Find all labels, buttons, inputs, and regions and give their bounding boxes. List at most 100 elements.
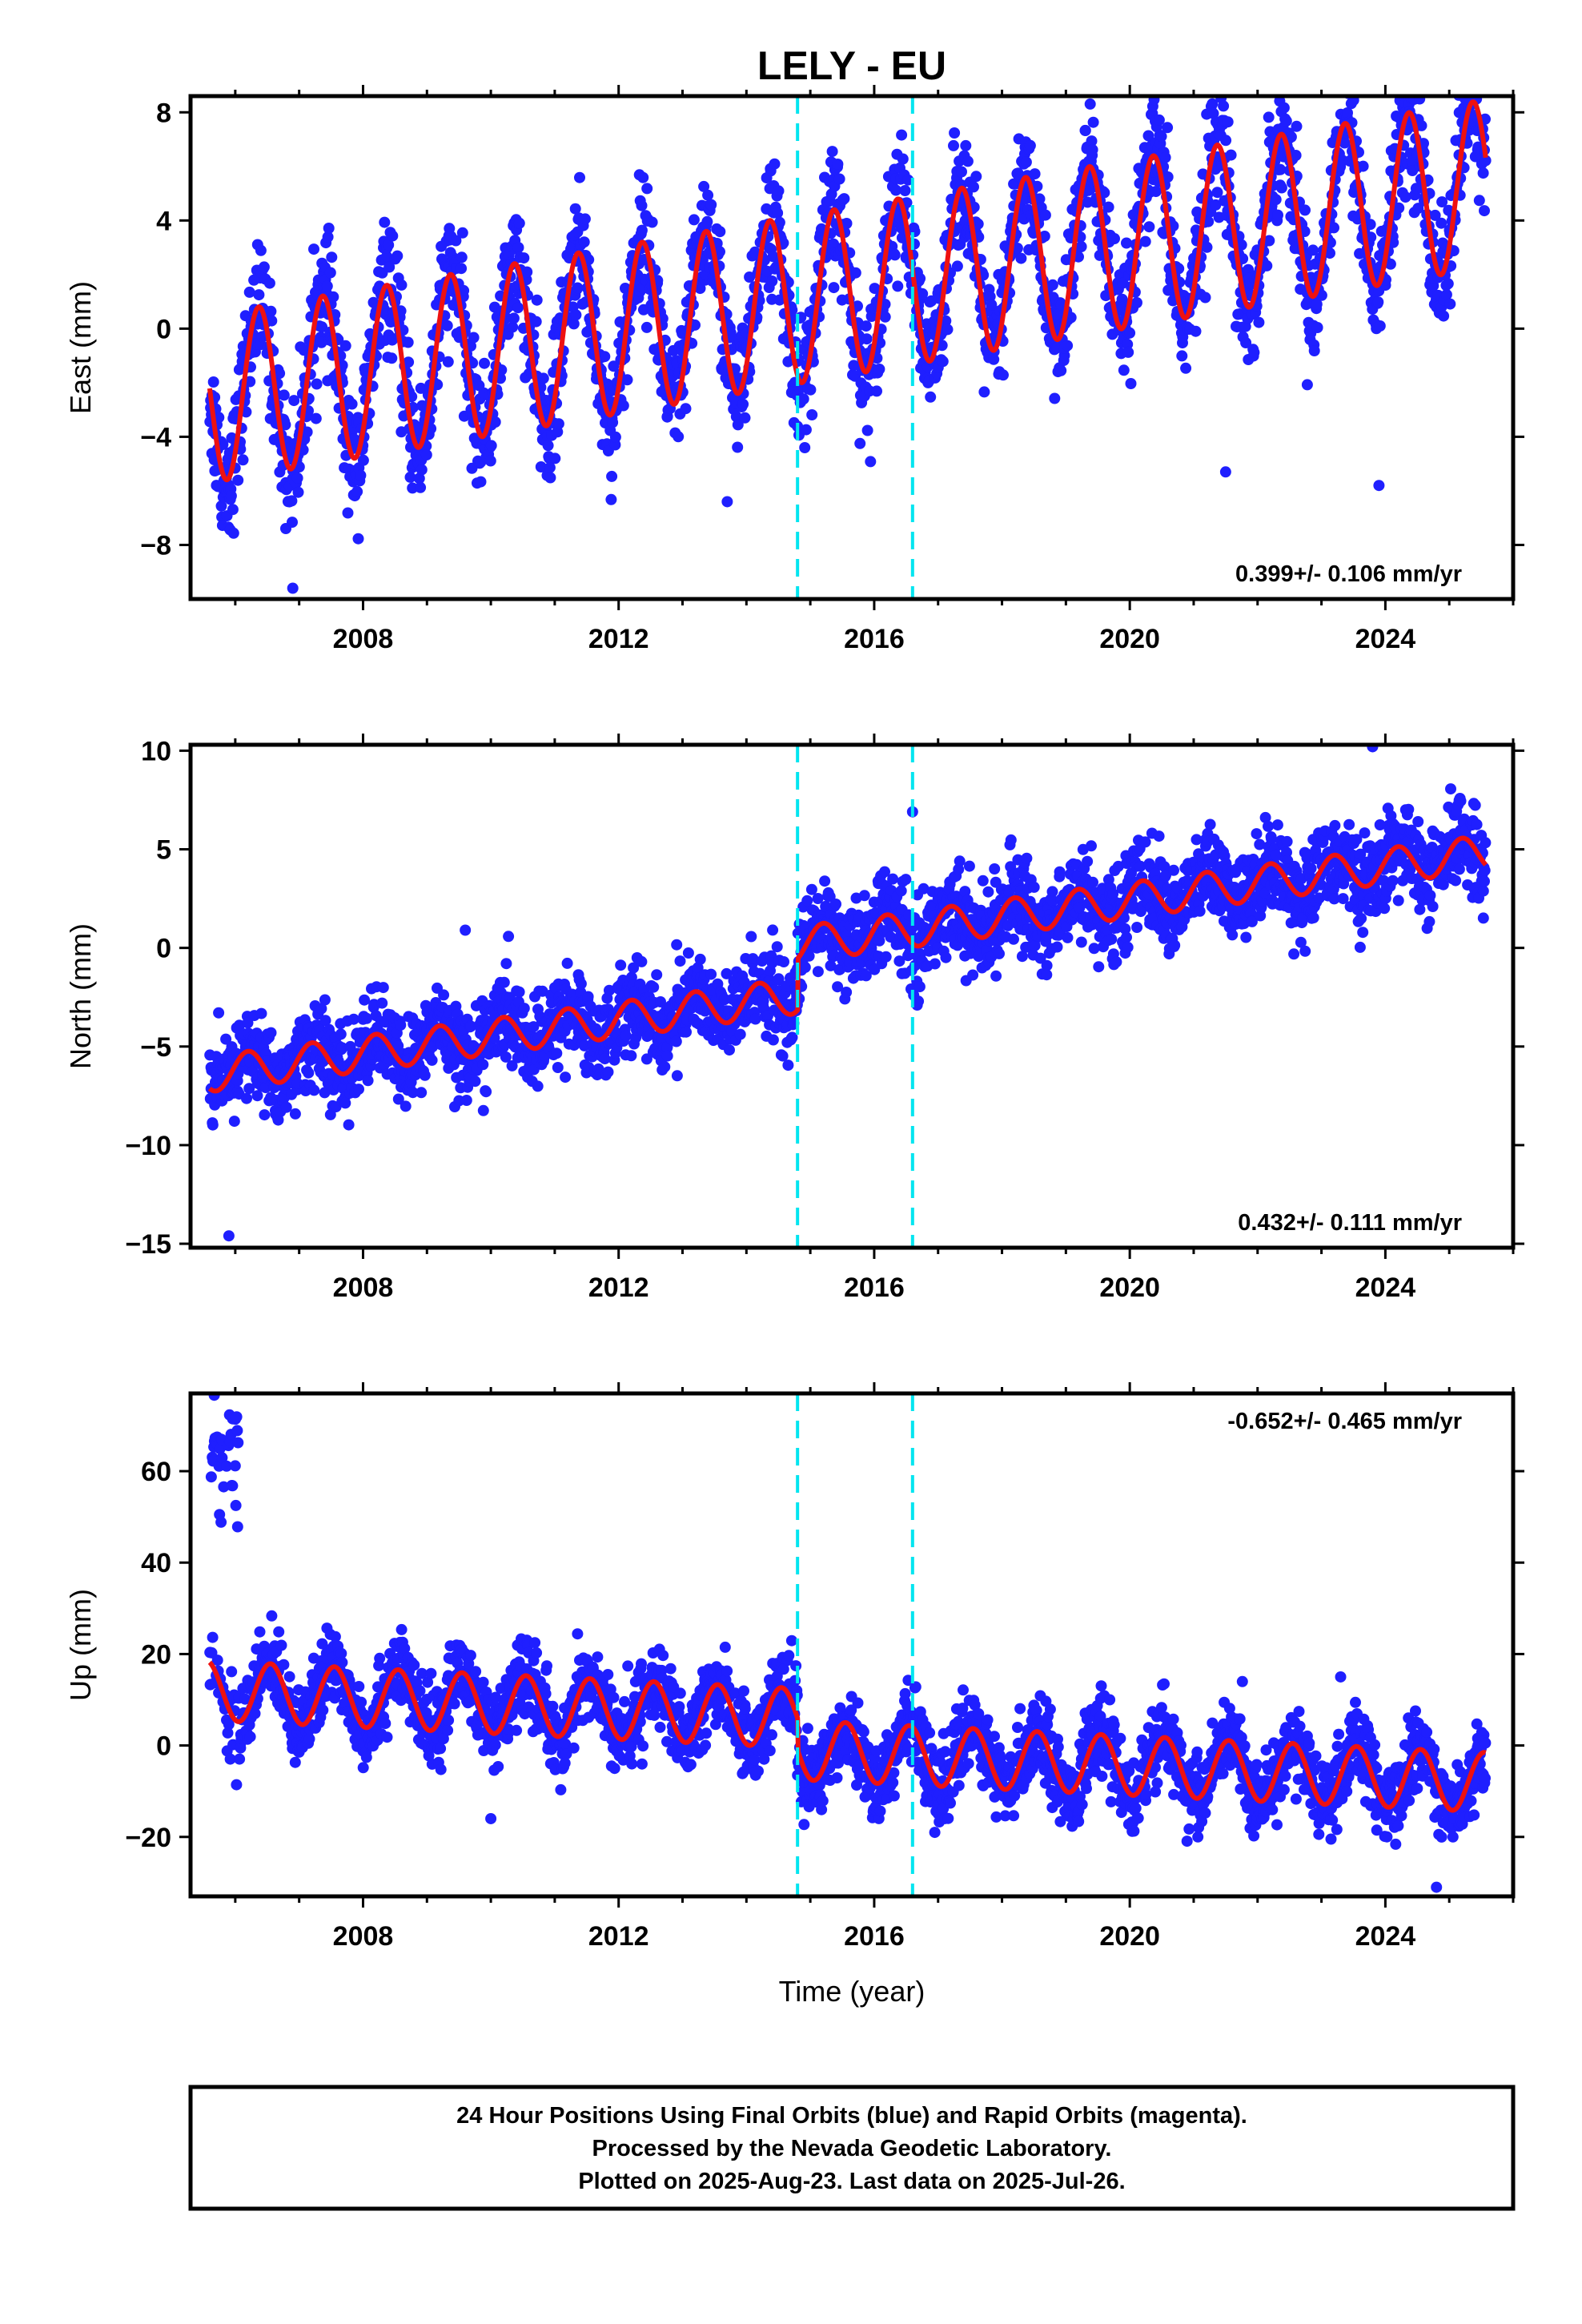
data-point [766,275,778,287]
data-point [1201,241,1213,253]
data-point [1275,182,1287,194]
data-point [940,315,952,327]
data-point [745,931,757,943]
data-point [352,533,364,545]
outlier-point [721,496,733,508]
data-point [228,1116,240,1128]
data-point [1347,96,1359,107]
data-point [1169,939,1181,951]
data-point [339,340,351,352]
data-point [688,214,700,226]
data-point [1051,941,1063,953]
data-point [1407,62,1419,74]
data-point [310,412,322,424]
data-point [1087,116,1099,128]
data-point [865,456,877,468]
data-point [1203,215,1215,227]
data-point [1311,322,1323,333]
data-point [1020,156,1032,168]
data-point [833,173,845,185]
data-point [602,1066,614,1078]
data-point [572,282,584,294]
data-point [956,166,967,178]
data-point [1038,231,1050,242]
data-point [279,419,291,431]
data-point [1333,55,1344,66]
data-point [860,320,872,332]
data-point [1065,312,1077,324]
data-point [778,956,789,967]
data-point [671,939,683,951]
data-point [1299,204,1311,216]
plot-area-east [204,55,1492,599]
data-point [734,1028,746,1040]
data-point [1463,83,1474,94]
data-point [1285,131,1297,143]
data-point [1263,235,1275,247]
data-point [732,441,744,453]
data-point [902,174,914,186]
data-point [469,1076,481,1088]
data-point [207,1119,219,1131]
data-point [253,289,265,301]
data-point [346,398,358,410]
data-point [1084,98,1096,110]
data-point [308,243,319,255]
data-point [355,469,367,481]
data-point [1438,310,1450,322]
y-axis-label: East (mm) [64,281,97,414]
data-point [316,321,328,333]
data-point [468,332,480,344]
data-point [582,991,594,1003]
data-point [1272,209,1283,221]
data-point [1190,325,1202,337]
data-point [970,171,982,183]
data-point [400,1100,412,1112]
data-point [243,1083,255,1095]
data-point [726,331,738,343]
data-point [854,437,866,449]
data-point [1442,278,1454,290]
data-point [767,1034,779,1046]
data-point [458,284,470,296]
data-point [673,431,685,443]
data-point [339,1097,351,1109]
data-point [1466,71,1477,82]
data-point [319,994,331,1006]
data-point [682,947,694,959]
data-point [1117,277,1129,289]
data-point [544,461,556,473]
data-point [1462,69,1473,80]
data-point [549,452,561,464]
data-point [797,393,809,405]
data-point [1049,392,1061,404]
data-point [479,357,490,369]
data-point [1122,346,1134,358]
data-point [1473,195,1485,207]
data-point [381,251,392,263]
data-point [803,950,815,962]
data-point [415,382,427,394]
data-point [220,1033,232,1045]
data-point [215,500,227,512]
data-point [948,139,959,151]
data-point [1404,79,1415,90]
data-point [1079,125,1091,136]
data-point [615,959,627,971]
data-point [1343,82,1355,94]
y-tick-label: −4 [140,422,171,452]
data-point [391,250,404,262]
data-point [1029,939,1041,951]
x-tick-label: 2016 [844,624,905,654]
data-point [415,481,427,493]
data-point [1372,296,1384,308]
data-point [714,246,725,258]
data-point [890,184,901,196]
data-point [552,1062,564,1073]
data-point [255,1007,267,1019]
data-point [1308,345,1320,356]
data-point [1470,56,1481,67]
data-point [569,203,581,215]
data-point [280,1101,292,1113]
data-point [396,279,408,291]
